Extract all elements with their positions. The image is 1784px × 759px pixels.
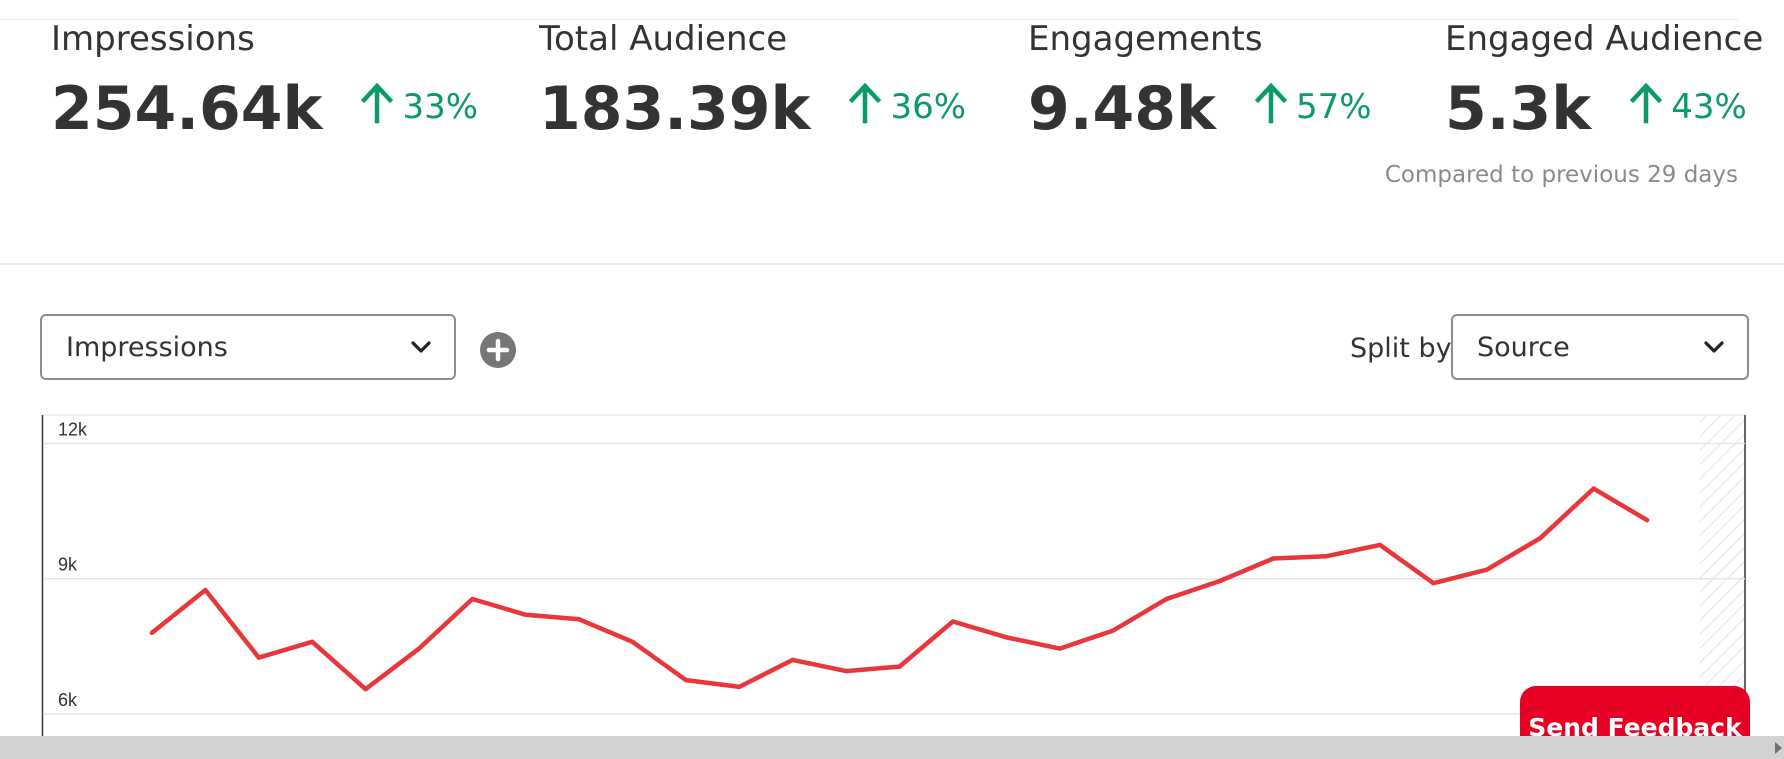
data-point [363, 687, 368, 692]
arrow-up-icon [1630, 82, 1663, 124]
stat-value: 183.39k [539, 74, 811, 144]
stat-label: Engaged Audience [1445, 19, 1764, 59]
data-point [256, 655, 261, 660]
data-point [897, 664, 902, 669]
stat-value: 5.3k [1445, 74, 1592, 144]
future-period-hatch [1700, 415, 1744, 740]
data-point [630, 639, 635, 644]
split-by-label: Split by [1350, 333, 1452, 364]
data-point [1057, 646, 1062, 651]
plus-circle-icon[interactable] [480, 332, 516, 368]
data-point [149, 630, 155, 635]
data-point [1164, 596, 1169, 602]
data-point [1538, 536, 1543, 541]
data-point [1431, 581, 1436, 586]
stat-change: 33% [360, 82, 479, 129]
data-point [416, 646, 422, 651]
gridlines [43, 442, 1745, 715]
data-point [1644, 517, 1650, 523]
chevron-down-icon [1704, 341, 1724, 353]
data-point [1377, 542, 1383, 548]
impressions-line-chart: 12k 9k 6k [41, 414, 1746, 740]
data-point [683, 677, 689, 683]
data-point [1004, 635, 1009, 640]
stat-value: 9.48k [1028, 74, 1216, 144]
data-point [950, 619, 956, 624]
y-tick-label: 6k [58, 690, 78, 710]
data-point [1110, 628, 1116, 633]
split-by-select[interactable]: Source [1451, 314, 1749, 380]
stat-engaged-audience: Engaged Audience 5.3k 43% [1445, 14, 1763, 144]
compare-note: Compared to previous 29 days [1384, 162, 1738, 188]
stat-engagements: Engagements 9.48k 57% [1028, 14, 1372, 144]
data-point [1484, 567, 1490, 572]
data-point [1271, 556, 1276, 561]
series-line [149, 486, 1650, 692]
stat-change: 36% [848, 82, 967, 129]
data-point [470, 596, 475, 602]
data-point [310, 639, 315, 644]
metric-select[interactable]: Impressions [40, 314, 456, 380]
stat-change-value: 43% [1671, 87, 1747, 127]
data-point [203, 587, 208, 593]
y-tick-labels: 12k 9k 6k [58, 420, 88, 710]
data-point [737, 684, 742, 690]
data-point [576, 617, 582, 622]
section-divider [0, 263, 1784, 265]
arrow-up-icon [849, 82, 882, 124]
scroll-right-arrow-icon[interactable] [1775, 742, 1782, 754]
series-lines [149, 486, 1650, 692]
top-divider [0, 19, 1738, 20]
stat-label: Impressions [51, 19, 255, 59]
data-point [790, 657, 795, 663]
split-select-value: Source [1477, 331, 1570, 363]
stat-change-value: 57% [1295, 87, 1372, 127]
horizontal-scrollbar[interactable] [0, 736, 1784, 759]
y-tick-label: 9k [58, 555, 78, 575]
metric-select-value: Impressions [66, 331, 228, 363]
data-point [1591, 486, 1596, 491]
stat-label: Total Audience [539, 19, 788, 59]
stat-total-audience: Total Audience 183.39k 36% [539, 14, 966, 144]
stat-label: Engagements [1028, 19, 1263, 59]
stat-change: 43% [1629, 82, 1747, 129]
data-point [843, 668, 849, 674]
stat-change: 57% [1254, 82, 1372, 129]
data-point [523, 612, 528, 617]
arrow-up-icon [1254, 82, 1288, 124]
data-point [1217, 578, 1223, 584]
stat-value: 254.64k [51, 74, 323, 144]
stat-impressions: Impressions 254.64k 33% [51, 14, 478, 144]
data-point [1324, 554, 1329, 559]
y-tick-label: 12k [58, 420, 88, 440]
arrow-up-icon [361, 82, 394, 124]
chevron-down-icon [411, 341, 431, 353]
stat-change-value: 36% [890, 87, 967, 127]
stat-change-value: 33% [402, 87, 479, 127]
